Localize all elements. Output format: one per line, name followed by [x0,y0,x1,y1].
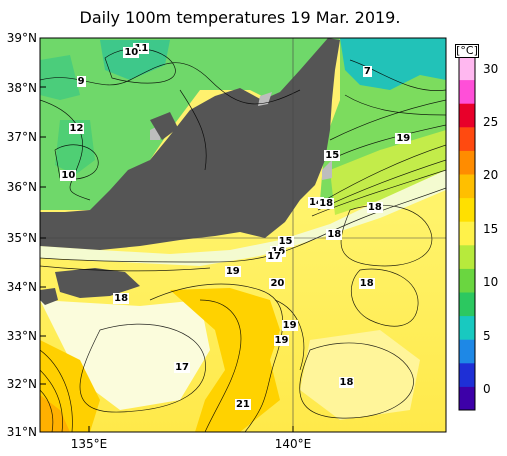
colorbar-segment [459,174,475,199]
contour-label: 19 [224,265,241,277]
contour-label: 19 [281,320,298,332]
contour-label: 9 [76,76,86,88]
contour-label: 18 [366,201,383,213]
contour-label: 12 [68,123,85,135]
contour-line [40,369,63,432]
axis-ticks [40,37,294,432]
contour-line [79,323,206,413]
lon-label-135: 135°E [70,437,108,451]
sea-of-japan-green [40,38,340,210]
contour-line [344,94,446,116]
contour-line [40,389,54,432]
tohoku-offshore-transition [330,130,446,215]
ocean-coastal-band [40,170,446,266]
lat-label-37: 37°N [6,130,37,144]
colorbar-segment [459,315,475,340]
colorbar-segment [459,197,475,222]
lat-label-35: 35°N [6,231,37,245]
colorbar-tick-25: 25 [483,115,499,129]
contour-line [340,204,433,267]
contour-label: 18 [113,293,130,305]
lat-label-38: 38°N [6,81,37,95]
lat-label-31: 31°N [6,425,37,439]
contour-line [329,124,446,161]
land-honshu [40,38,340,250]
contour-line [40,187,446,263]
colorbar-tick-5: 5 [483,329,491,343]
colorbar-segment [459,339,475,364]
lat-label-34: 34°N [6,280,37,294]
colorbar-segment [459,292,475,317]
contour-line [324,144,446,201]
contour-label: 19 [273,334,290,346]
land-shikoku [55,268,140,298]
lat-label-32: 32°N [6,377,37,391]
colorbar-tick-30: 30 [483,62,499,76]
lat-label-33: 33°N [6,329,37,343]
contour-line [351,268,419,327]
contour-line [199,299,242,432]
colorbar-segment [459,103,475,128]
contour-label: 11 [133,42,150,54]
contour-label: 21 [234,398,251,410]
contour-label: 17 [174,361,190,373]
colorbar [459,56,475,411]
contour-label: 10 [60,169,77,181]
colorbar-segment [459,79,475,104]
colorbar-tick-15: 15 [483,222,499,236]
colorbar-segment [459,56,475,81]
colorbar-segment [459,126,475,151]
contour-label: 20 [269,278,286,290]
contour-line [349,59,446,92]
lat-label-36: 36°N [6,180,37,194]
contour-line [40,265,211,272]
map-title: Daily 100m temperatures 19 Mar. 2019. [79,8,401,27]
sea-of-japan-teal [100,40,170,80]
contour-line [299,342,414,419]
colorbar-segment [459,362,475,387]
contour-label: 15 [277,236,294,248]
contour-line [149,283,284,432]
colorbar-segment [459,221,475,246]
sea-of-japan-teal-west [55,120,95,175]
contour-line [40,62,301,105]
kuroshio-warm-core [170,288,280,432]
contour-label: 7 [362,66,372,78]
contour-line [311,169,446,217]
colorbar-segment [459,268,475,293]
contour-label: 18 [358,278,375,290]
colorbar-segment [459,244,475,269]
map-frame [39,37,447,433]
contour-line [40,99,91,201]
contour-label: 17 [266,251,283,263]
contour-label: 18 [338,376,355,388]
ocean-pale-east [300,330,420,420]
contour-label: 14 [308,196,324,208]
contour-label: 15 [324,150,341,162]
contour-label: 18 [318,198,335,210]
lat-label-39: 39°N [6,31,37,45]
land-noto [150,112,178,140]
contour-line [40,349,73,432]
contour-label: 19 [395,132,412,144]
contour-line [274,299,305,371]
land-kyushu-tip [40,288,58,305]
contour-label: 10 [123,46,140,58]
colorbar-tick-0: 0 [483,382,491,396]
colorbar-segment [459,386,475,411]
colorbar-tick-20: 20 [483,168,499,182]
lon-label-140: 140°E [274,437,312,451]
contour-line [329,99,446,141]
colorbar-segment [459,150,475,175]
colorbar-unit: [°C] [455,44,479,58]
colorbar-tick-10: 10 [483,275,499,289]
contour-label: 18 [326,229,343,240]
contour-line [179,89,207,171]
